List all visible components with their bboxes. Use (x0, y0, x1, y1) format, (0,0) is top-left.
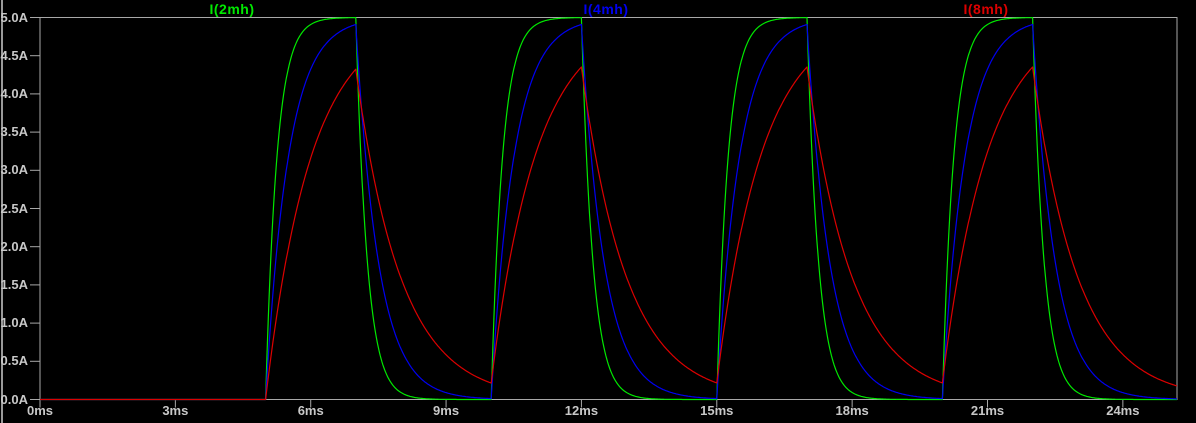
trace-i(2mh) (40, 17, 1177, 401)
x-tick-label: 3ms (162, 403, 189, 418)
legend-label-i(8mh)[interactable]: I(8mh) (963, 1, 1009, 17)
trace-i(4mh) (40, 23, 1177, 401)
x-tick-label: 6ms (297, 403, 324, 418)
y-tick-label: 3.5A (0, 124, 28, 140)
y-tick-label: 0.5A (0, 353, 28, 369)
x-tick-label: 21ms (970, 403, 1005, 418)
window-left-edge (1, 0, 3, 423)
y-tick-label: 5.0A (0, 9, 28, 25)
x-tick-label: 0ms (26, 403, 54, 418)
x-tick-label: 15ms (700, 403, 734, 418)
trace-i(8mh) (40, 66, 1178, 401)
y-tick-label: 2.5A (0, 200, 28, 216)
x-tick-label: 24ms (1106, 403, 1140, 418)
x-tick-label: 18ms (835, 403, 869, 418)
plot-border (39, 17, 1178, 400)
legend-label-i(2mh)[interactable]: I(2mh) (209, 1, 255, 17)
y-tick-label: 0.0A (0, 391, 28, 407)
y-tick-label: 4.5A (0, 47, 28, 63)
y-tick-label: 4.0A (0, 85, 28, 101)
y-tick-label: 2.0A (0, 238, 28, 254)
y-tick-label: 1.0A (0, 315, 28, 331)
y-tick-label: 3.0A (0, 162, 28, 178)
legend-label-i(4mh)[interactable]: I(4mh) (583, 1, 629, 17)
y-tick-label: 1.5A (0, 276, 28, 292)
x-tick-label: 12ms (564, 403, 599, 418)
x-tick-label: 9ms (433, 403, 460, 418)
